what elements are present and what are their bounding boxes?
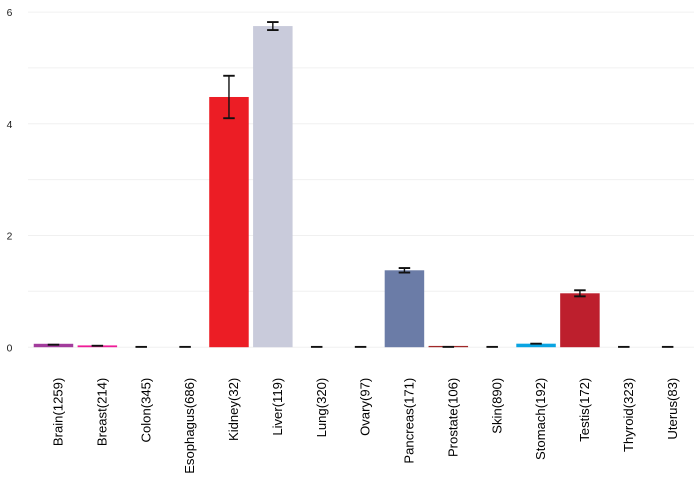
svg-text:Kidney(32): Kidney(32) [226,378,241,441]
svg-text:Uterus(83): Uterus(83) [665,378,680,440]
svg-text:Lung(320): Lung(320) [314,378,329,438]
svg-text:6: 6 [7,8,13,19]
svg-text:Ovary(97): Ovary(97) [358,378,373,436]
svg-text:Thyroid(323): Thyroid(323) [621,378,636,452]
svg-text:4: 4 [7,120,13,131]
svg-text:Esophagus(686): Esophagus(686) [182,378,197,474]
svg-text:0: 0 [7,343,13,354]
svg-text:Colon(345): Colon(345) [138,378,153,443]
svg-text:Pancreas(171): Pancreas(171) [402,378,417,464]
svg-text:Testis(172): Testis(172) [577,378,592,442]
svg-text:2: 2 [7,232,13,243]
svg-text:Liver(119): Liver(119) [270,378,285,436]
svg-text:Brain(1259): Brain(1259) [51,378,66,446]
svg-text:Skin(890): Skin(890) [489,378,504,434]
svg-text:Prostate(106): Prostate(106) [445,378,460,457]
svg-text:Breast(214): Breast(214) [94,378,109,446]
svg-text:Stomach(192): Stomach(192) [533,378,548,460]
